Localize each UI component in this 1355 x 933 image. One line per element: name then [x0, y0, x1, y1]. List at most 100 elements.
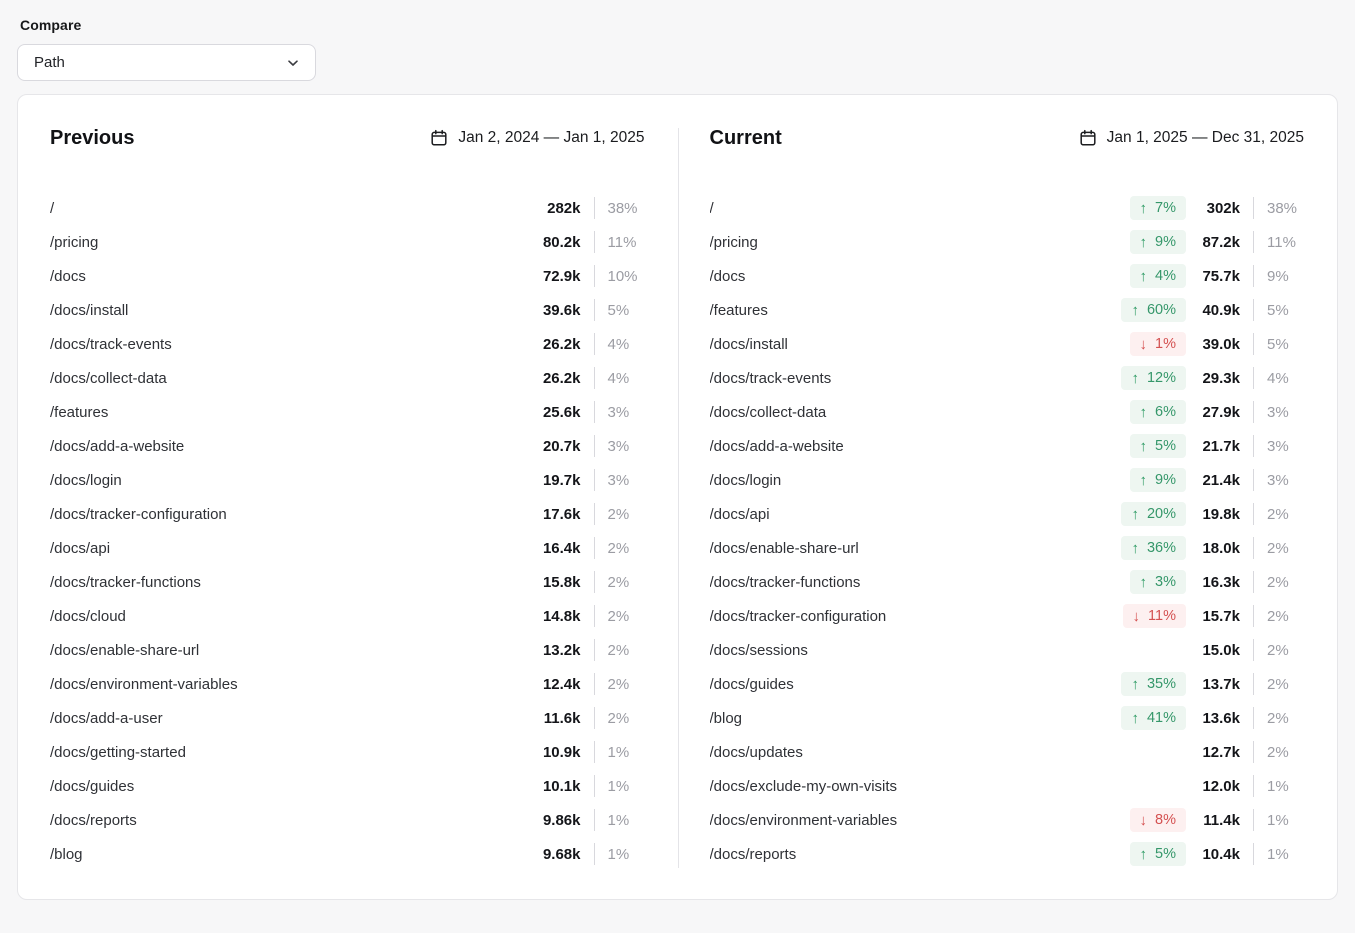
path-label[interactable]: /docs/cloud [50, 607, 126, 625]
path-label[interactable]: /docs/enable-share-url [709, 539, 859, 557]
divider [593, 435, 595, 457]
share-percent: 2% [1267, 675, 1289, 693]
table-row: /docs/guides 10.1k 1% [50, 769, 645, 803]
path-label[interactable]: /docs/tracker-configuration [50, 505, 227, 523]
share-percent: 2% [1267, 709, 1289, 727]
path-label[interactable]: /docs/collect-data [50, 369, 167, 387]
pageview-count: 11.4k [1203, 811, 1240, 829]
divider [1253, 639, 1254, 661]
path-label[interactable]: /docs/enable-share-url [50, 641, 200, 659]
change-badge: ↑ 5% [1129, 842, 1186, 866]
pageview-count: 10.4k [1202, 845, 1240, 863]
share-percent: 2% [1267, 573, 1289, 591]
panel-header: Current Jan 1, 2025 — Dec 31, 2025 [710, 123, 1305, 153]
share-percent: 2% [1267, 539, 1289, 557]
current-date-range-picker[interactable]: Jan 1, 2025 — Dec 31, 2025 [1079, 129, 1304, 147]
pageview-count: 39.0k [1202, 335, 1240, 353]
table-row: /pricing ↑ 9% 87.2k 11% [710, 225, 1305, 259]
table-row: /docs/reports ↑ 5% 10.4k 1% [710, 837, 1305, 871]
path-label[interactable]: /docs/guides [50, 777, 135, 795]
arrow-down-icon: ↓ [1139, 811, 1148, 829]
table-row: /docs/add-a-user 11.6k 2% [50, 701, 645, 735]
path-label[interactable]: /docs/api [50, 539, 111, 557]
pageview-count: 14.8k [542, 607, 581, 625]
path-label[interactable]: /blog [50, 845, 83, 863]
change-badge: ↑ 6% [1129, 400, 1186, 424]
divider [593, 707, 595, 729]
divider [1253, 367, 1254, 389]
pageview-count: 17.6k [542, 505, 581, 523]
change-badge: ↑ 35% [1121, 672, 1186, 696]
table-row: /docs/environment-variables 12.4k 2% [50, 667, 645, 701]
compare-dimension-dropdown[interactable]: Path [17, 44, 316, 81]
previous-date-range-picker[interactable]: Jan 2, 2024 — Jan 1, 2025 [430, 129, 645, 147]
path-label[interactable]: /docs/getting-started [50, 743, 186, 761]
share-percent: 38% [607, 199, 638, 217]
share-percent: 10% [607, 267, 638, 285]
divider [1253, 469, 1254, 491]
path-list: /282k 38%/pricing 80.2k 11%/docs 72.9k 10%/do… [50, 191, 645, 871]
path-label[interactable]: /docs/reports [50, 811, 137, 829]
table-row: /docs/tracker-functions ↑ 3% 16.3k 2% [710, 565, 1305, 599]
path-label[interactable]: /docs/exclude-my-own-visits [709, 777, 898, 795]
pageview-count: 21.7k [1202, 437, 1240, 455]
pageview-count: 16.3k [1202, 573, 1240, 591]
path-label[interactable]: /docs [50, 267, 86, 285]
path-label[interactable]: /docs/environment-variables [709, 811, 898, 829]
change-badge: ↑ 12% [1121, 366, 1186, 390]
arrow-up-icon: ↑ [1139, 199, 1148, 217]
path-label[interactable]: /docs/reports [709, 845, 797, 863]
change-badge: ↑ 5% [1129, 434, 1186, 458]
path-label[interactable]: /docs/login [50, 471, 122, 489]
path-label[interactable]: /pricing [50, 233, 99, 251]
path-label[interactable]: /pricing [709, 233, 758, 251]
path-label[interactable]: /docs/api [709, 505, 770, 523]
change-percent: 20% [1146, 506, 1176, 522]
path-label[interactable]: /docs/login [709, 471, 782, 489]
arrow-up-icon: ↑ [1139, 233, 1148, 251]
share-percent: 1% [607, 811, 630, 829]
arrow-up-icon: ↑ [1139, 471, 1148, 489]
path-label[interactable]: /docs/tracker-configuration [709, 607, 887, 625]
path-label[interactable]: / [50, 199, 55, 217]
divider [593, 299, 595, 321]
path-label[interactable]: /docs/guides [709, 675, 794, 693]
pageview-count: 282k [547, 199, 581, 217]
divider [593, 401, 595, 423]
path-label[interactable]: /docs/updates [709, 743, 803, 761]
arrow-up-icon: ↑ [1131, 539, 1139, 557]
path-label[interactable]: /blog [709, 709, 743, 727]
share-percent: 5% [1267, 301, 1289, 319]
table-row: /docs/login ↑ 9% 21.4k 3% [710, 463, 1305, 497]
arrow-up-icon: ↑ [1139, 573, 1148, 591]
divider [1253, 707, 1254, 729]
path-label[interactable]: /docs/sessions [709, 641, 808, 659]
path-label[interactable]: /docs/add-a-website [709, 437, 844, 455]
path-label[interactable]: /features [50, 403, 109, 421]
pageview-count: 12.4k [542, 675, 581, 693]
path-label[interactable]: /docs/install [50, 301, 129, 319]
path-label[interactable]: /docs/install [709, 335, 788, 353]
path-label[interactable]: /docs/track-events [709, 369, 832, 387]
share-percent: 2% [607, 539, 630, 557]
path-label[interactable]: /docs/track-events [50, 335, 172, 353]
path-label[interactable]: /docs/add-a-website [50, 437, 185, 455]
path-label[interactable]: /docs/tracker-functions [709, 573, 861, 591]
path-label[interactable]: /docs/add-a-user [50, 709, 163, 727]
path-label[interactable]: /docs/environment-variables [50, 675, 238, 693]
table-row: /docs/install 39.6k 5% [50, 293, 645, 327]
path-label[interactable]: / [709, 199, 714, 217]
path-label[interactable]: /docs/collect-data [709, 403, 827, 421]
divider [593, 639, 595, 661]
share-percent: 2% [607, 709, 630, 727]
path-label[interactable]: /features [709, 301, 768, 319]
pageview-count: 29.3k [1202, 369, 1240, 387]
path-label[interactable]: /docs [709, 267, 746, 285]
path-label[interactable]: /docs/tracker-functions [50, 573, 201, 591]
share-percent: 4% [1267, 369, 1289, 387]
pageview-count: 9.68k [542, 845, 581, 863]
pageview-count: 26.2k [542, 335, 581, 353]
table-row: /blog 9.68k 1% [50, 837, 645, 871]
share-percent: 4% [607, 335, 630, 353]
share-percent: 1% [607, 777, 630, 795]
